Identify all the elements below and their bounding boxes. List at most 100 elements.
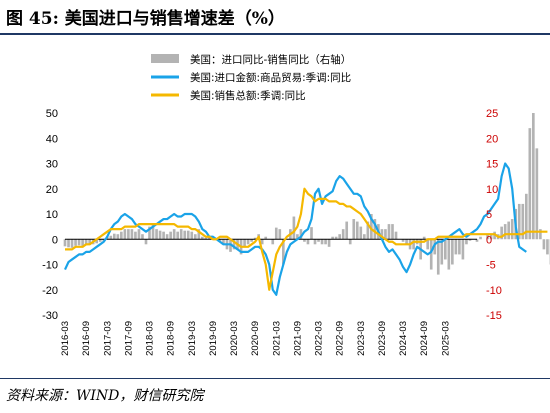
bar bbox=[264, 236, 268, 240]
bar bbox=[222, 239, 225, 245]
bar bbox=[112, 233, 116, 240]
bar bbox=[243, 239, 246, 247]
y-tick-label-right: 5 bbox=[486, 209, 492, 221]
x-tick-label: 2024-03 bbox=[398, 321, 409, 356]
bar bbox=[479, 236, 482, 240]
bar bbox=[127, 229, 130, 240]
bar bbox=[120, 231, 123, 240]
legend: 美国：进口同比-销售同比（右轴） 美国:进口金额:商品贸易:季调:同比 美国:销… bbox=[151, 53, 351, 102]
y-tick-label-left: -10 bbox=[42, 260, 58, 272]
bar bbox=[116, 234, 120, 240]
bar bbox=[320, 239, 324, 245]
bar bbox=[250, 239, 253, 242]
bar bbox=[137, 229, 141, 240]
bar bbox=[193, 234, 197, 240]
bar bbox=[95, 239, 99, 244]
x-tick-label: 2016-09 bbox=[81, 321, 92, 356]
bar bbox=[373, 219, 377, 240]
bar bbox=[539, 229, 542, 240]
bar bbox=[88, 239, 91, 245]
bar bbox=[542, 239, 546, 250]
bar bbox=[528, 128, 532, 240]
bar bbox=[359, 226, 363, 240]
x-tick-label: 2024-09 bbox=[419, 321, 430, 356]
y-tick-label-right: 20 bbox=[486, 133, 498, 145]
legend-label-bars: 美国：进口同比-销售同比（右轴） bbox=[190, 53, 351, 66]
bar bbox=[310, 227, 313, 240]
legend-label-retail: 美国:销售总额:季调:同比 bbox=[190, 89, 306, 102]
bar bbox=[370, 214, 373, 240]
bar bbox=[334, 236, 338, 240]
x-tick-label: 2018-03 bbox=[145, 321, 156, 356]
bar bbox=[507, 221, 511, 240]
x-tick-label: 2025-03 bbox=[440, 321, 451, 356]
bar bbox=[260, 239, 264, 245]
x-tick-label: 2019-03 bbox=[187, 321, 198, 356]
bar bbox=[503, 224, 507, 240]
bar bbox=[123, 229, 127, 240]
bar bbox=[524, 193, 528, 240]
y-tick-label-right: 0 bbox=[486, 234, 492, 246]
y-tick-label-right: -15 bbox=[486, 310, 502, 322]
bar bbox=[517, 203, 521, 240]
y-tick-label-right: 25 bbox=[486, 108, 498, 120]
bar bbox=[109, 235, 113, 240]
bar bbox=[201, 236, 204, 240]
x-tick-label: 2021-03 bbox=[271, 321, 282, 356]
x-tick-label: 2016-03 bbox=[60, 321, 71, 356]
bar bbox=[348, 239, 352, 245]
bar bbox=[324, 239, 327, 245]
bar bbox=[130, 229, 134, 240]
bar bbox=[352, 219, 356, 240]
bar bbox=[162, 231, 165, 240]
bar bbox=[306, 239, 310, 245]
y-tick-label-right: 10 bbox=[486, 184, 498, 196]
bar bbox=[454, 239, 458, 255]
bar bbox=[246, 239, 250, 245]
bar bbox=[384, 229, 387, 240]
bar bbox=[165, 234, 169, 240]
bar bbox=[510, 219, 514, 240]
bar bbox=[436, 239, 440, 275]
bar bbox=[176, 231, 179, 240]
bar bbox=[380, 229, 384, 240]
bar bbox=[338, 234, 341, 240]
bar bbox=[70, 239, 74, 248]
bar bbox=[366, 221, 370, 240]
bar bbox=[422, 236, 426, 240]
y-tick-label-left: -20 bbox=[42, 285, 58, 297]
x-tick-label: 2017-09 bbox=[123, 321, 134, 356]
bar bbox=[341, 229, 345, 240]
bar bbox=[458, 239, 461, 255]
x-tick-label: 2018-09 bbox=[166, 321, 177, 356]
source-rule bbox=[0, 378, 550, 379]
bar bbox=[67, 239, 70, 248]
x-tick-label: 2020-09 bbox=[250, 321, 261, 356]
bar bbox=[197, 229, 201, 240]
bar bbox=[313, 239, 317, 245]
bar bbox=[282, 239, 285, 265]
bar bbox=[77, 239, 81, 246]
title-rule bbox=[0, 33, 550, 35]
bar bbox=[461, 239, 465, 260]
x-tick-label: 2022-09 bbox=[335, 321, 346, 356]
bar bbox=[169, 231, 172, 240]
bar bbox=[271, 239, 275, 245]
bar bbox=[429, 239, 433, 270]
y-tick-label-left: 30 bbox=[46, 159, 58, 171]
bar bbox=[443, 239, 447, 260]
x-tick-label: 2022-03 bbox=[314, 321, 325, 356]
bar bbox=[489, 234, 493, 240]
figure-title: 图 45: 美国进口与销售增速差（%） bbox=[6, 9, 285, 29]
x-tick-label: 2023-03 bbox=[356, 321, 367, 356]
chart: -30 -20 -10 0 10 20 30 40 50 -15 -10 -5 0 5 10 15 20 25 20… bbox=[42, 53, 550, 356]
x-tick-label: 2017-03 bbox=[102, 321, 113, 356]
bar bbox=[426, 239, 430, 250]
x-tick-label: 2023-09 bbox=[377, 321, 388, 356]
bar bbox=[148, 226, 151, 240]
bar bbox=[412, 239, 415, 250]
bar bbox=[451, 239, 454, 265]
bar bbox=[274, 227, 278, 240]
bar bbox=[303, 239, 306, 242]
bar bbox=[179, 229, 183, 240]
